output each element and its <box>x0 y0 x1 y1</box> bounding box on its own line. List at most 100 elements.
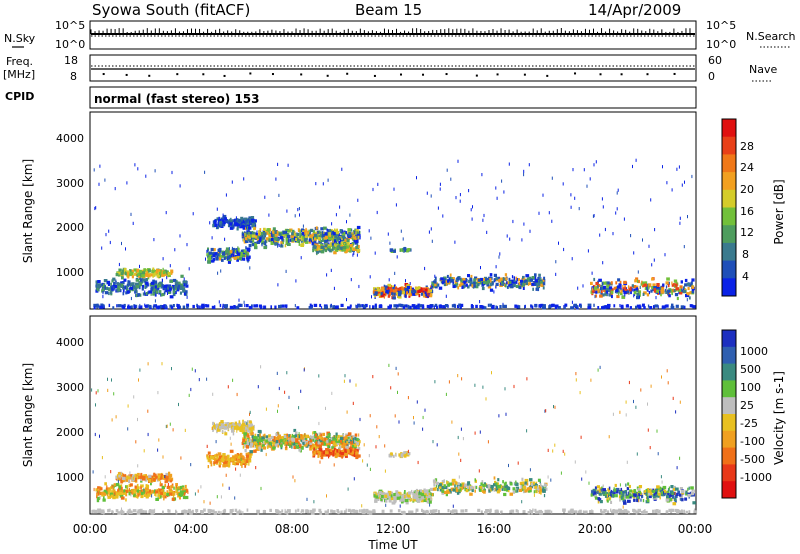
data-cell <box>136 493 139 497</box>
data-cell <box>273 235 277 239</box>
data-cell <box>667 284 670 288</box>
data-cell <box>246 433 248 437</box>
data-cell <box>312 438 315 442</box>
data-cell <box>286 436 289 440</box>
data-cell <box>244 462 248 466</box>
data-cell <box>251 234 256 238</box>
data-cell <box>378 491 382 495</box>
data-cell <box>160 284 163 288</box>
data-cell <box>401 248 405 252</box>
data-cell <box>462 284 466 288</box>
data-cell <box>596 285 599 289</box>
data-cell <box>601 282 604 286</box>
data-cell <box>691 304 694 308</box>
data-cell <box>452 284 456 288</box>
data-cell <box>137 476 140 480</box>
data-cell <box>351 441 354 445</box>
data-cell <box>407 305 410 309</box>
data-cell <box>471 284 474 288</box>
data-cell <box>474 281 478 285</box>
data-cell <box>135 294 138 298</box>
data-cell <box>206 456 210 460</box>
data-cell <box>620 290 623 294</box>
data-cell <box>315 250 320 254</box>
data-cell <box>348 231 352 236</box>
data-cell <box>538 280 541 284</box>
data-cell <box>140 278 143 282</box>
data-cell <box>146 486 149 490</box>
data-cell <box>643 306 646 310</box>
data-cell <box>607 293 609 297</box>
data-cell <box>313 237 317 241</box>
freq-dot <box>373 74 376 77</box>
data-cell <box>686 292 690 296</box>
data-cell <box>395 291 398 295</box>
data-cell <box>612 232 614 236</box>
data-cell <box>114 187 116 191</box>
data-cell <box>161 485 165 489</box>
data-cell <box>349 304 352 308</box>
data-cell <box>467 274 471 278</box>
data-cell <box>540 304 542 308</box>
data-cell <box>480 277 484 282</box>
data-cell <box>335 213 337 217</box>
data-cell <box>325 448 329 452</box>
data-cell <box>161 278 164 282</box>
data-cell <box>242 438 246 442</box>
data-cell <box>342 439 345 444</box>
data-cell <box>426 304 430 309</box>
data-cell <box>413 289 417 294</box>
data-cell <box>186 303 190 307</box>
data-cell <box>123 303 126 308</box>
data-cell <box>314 445 317 449</box>
data-cell <box>301 228 305 232</box>
data-cell <box>332 305 336 309</box>
data-cell <box>133 268 136 272</box>
data-cell <box>261 436 265 440</box>
data-cell <box>138 276 142 280</box>
data-cell <box>177 286 180 290</box>
data-cell <box>113 489 116 493</box>
data-cell <box>420 499 425 503</box>
data-cell <box>294 439 299 443</box>
data-cell <box>243 300 245 304</box>
data-cell <box>400 500 404 504</box>
data-cell <box>493 290 495 294</box>
data-cell <box>411 290 413 294</box>
data-cell <box>291 229 295 233</box>
data-cell <box>397 294 401 299</box>
data-cell <box>163 491 167 495</box>
data-cell <box>277 283 279 287</box>
data-cell <box>616 207 618 211</box>
data-cell <box>632 285 637 289</box>
data-cell <box>97 285 101 289</box>
data-cell <box>243 249 246 253</box>
data-cell <box>261 241 263 245</box>
data-cell <box>538 304 541 308</box>
data-cell <box>374 294 376 298</box>
data-cell <box>225 193 227 197</box>
data-cell <box>540 283 545 287</box>
data-cell <box>227 456 230 460</box>
data-cell <box>324 235 328 239</box>
data-cell <box>110 494 114 498</box>
data-cell <box>474 276 478 280</box>
data-cell <box>93 168 95 172</box>
data-cell <box>247 238 251 242</box>
data-cell <box>177 288 180 292</box>
data-cell <box>160 293 163 297</box>
power-colorbar-segment <box>722 136 736 155</box>
data-cell <box>211 259 215 263</box>
data-cell <box>302 439 305 443</box>
data-cell <box>135 282 139 286</box>
data-cell <box>516 305 520 309</box>
data-cell <box>349 449 352 453</box>
data-cell <box>473 278 476 282</box>
data-cell <box>196 305 199 309</box>
data-cell <box>103 279 108 283</box>
data-cell <box>433 280 437 284</box>
data-cell <box>330 437 333 441</box>
data-cell <box>476 283 480 287</box>
data-cell <box>355 246 359 250</box>
power-cbar-label: Power [dB] <box>772 179 786 244</box>
